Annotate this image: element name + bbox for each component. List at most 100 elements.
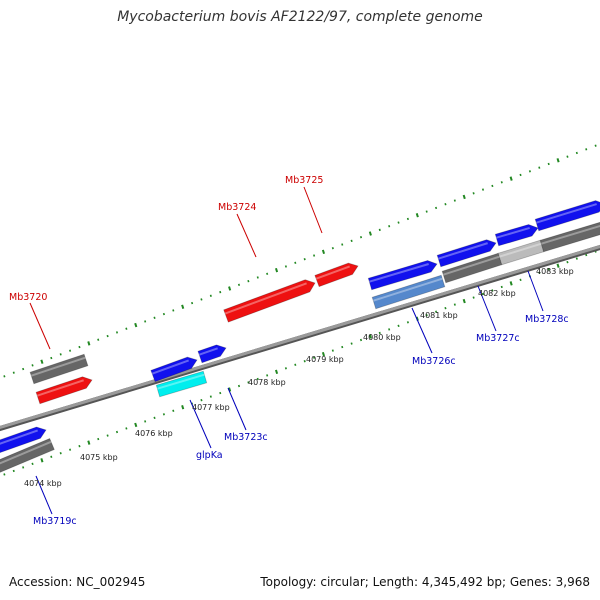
scale-tick [350, 342, 353, 345]
scale-tick [59, 353, 62, 356]
gene-bar-mb3725 [314, 262, 359, 288]
scale-tick [491, 184, 494, 188]
scale-tick [12, 371, 15, 374]
scale-tick [368, 334, 372, 339]
scale-tick [181, 405, 185, 410]
scale-tick [134, 422, 138, 428]
gene-label: Mb3727c [476, 333, 520, 344]
scale-tick [538, 271, 541, 274]
scale-tick [462, 194, 466, 200]
scale-tick [509, 281, 513, 286]
scale-tick [378, 228, 381, 232]
accession-text: Accession: NC_002945 [9, 575, 146, 589]
scale-tick [228, 286, 232, 291]
gene-bar-mb3727c-shine [437, 242, 488, 260]
gene-label: Mb3726c [412, 356, 456, 367]
scale-tick [547, 162, 550, 166]
cds-track-mb3720 [29, 353, 89, 385]
scale-tick [31, 364, 34, 367]
scale-tick [69, 349, 72, 352]
gene-label: glpKa [196, 450, 223, 461]
scale-tick [219, 391, 222, 395]
scale-tick [313, 356, 316, 359]
gene-bar-mb3725-shine [315, 265, 351, 280]
cds-track-left-shine [0, 440, 52, 465]
scale-tick [585, 253, 588, 257]
scale-tick [406, 321, 409, 324]
label-leader-lines [29, 186, 544, 515]
gene-label: Mb3723c [224, 432, 268, 443]
gene-bar-mb3720-shine [36, 379, 84, 397]
inner-dotted-track [3, 250, 597, 476]
scale-tick [388, 328, 391, 331]
scale-tick [78, 444, 81, 448]
scale-tick [500, 181, 503, 184]
scale-tick [181, 304, 185, 309]
gene-bar-mb3727c-b [494, 224, 539, 247]
scale-tick-label: 4080 kbp [363, 333, 401, 342]
scale-tick [566, 260, 569, 264]
cds-track-mb3720-shine [30, 356, 86, 377]
backbone-line [0, 244, 600, 430]
gene-bar-mb3724 [223, 279, 316, 323]
scale-tick [125, 427, 128, 430]
gene-label: Mb3725 [285, 175, 323, 186]
scale-tick-label: 4076 kbp [135, 429, 173, 438]
scale-tick [397, 221, 400, 224]
scale-tick [566, 155, 569, 158]
scale-tick [556, 263, 560, 268]
gene-bar-mb3719c [0, 426, 47, 454]
scale-tick [162, 413, 165, 416]
scale-tick [388, 225, 391, 228]
scale-tick [256, 276, 259, 279]
gene-bar-mb3724-shine [224, 282, 307, 315]
gene-bar-glpka [155, 370, 208, 398]
scale-tick [453, 199, 456, 202]
scale-tick [341, 243, 344, 246]
scale-tick [162, 312, 165, 316]
cds-track-left [0, 437, 55, 473]
gene-label: Mb3728c [525, 314, 569, 325]
scale-tick [247, 279, 250, 283]
gene-bar-mb3723c-shine [198, 347, 218, 356]
scale-tick [556, 158, 560, 163]
scale-tick [200, 298, 203, 301]
feature-bar-mb3726c-shine [372, 277, 443, 302]
scale-tick [87, 440, 91, 445]
scale-tick [237, 283, 241, 286]
scale-tick [134, 322, 138, 328]
pseudo-track-mb3727c [497, 239, 545, 266]
scale-tick [191, 301, 194, 305]
scale-tick [172, 309, 175, 312]
scale-tick-label: 4077 kbp [192, 403, 230, 412]
scale-tick [284, 367, 287, 370]
scale-tick [331, 349, 334, 352]
scale-tick [284, 265, 287, 268]
scale-tick [368, 231, 372, 236]
pseudo-track-mb3727c-shine [498, 242, 542, 258]
scale-tick [50, 356, 53, 360]
labels: 4074 kbp 4075 kbp 4076 kbp 4077 kbp 4078 kbp… [9, 175, 574, 527]
leader-line [236, 213, 257, 258]
outer-dotted-track [3, 144, 597, 378]
scale-tick [594, 144, 597, 147]
scale-tick [266, 272, 269, 276]
feature-track [0, 200, 600, 473]
scale-tick [378, 331, 381, 335]
scale-tick [425, 314, 428, 317]
scale-tick [228, 387, 232, 392]
scale-tick [472, 296, 475, 299]
gene-bar-mb3727c-b-shine [496, 226, 530, 239]
scale-tick [491, 289, 494, 292]
leader-line [35, 475, 53, 515]
scale-tick [247, 381, 250, 384]
scale-tick [303, 360, 306, 363]
scale-tick [444, 306, 447, 310]
leader-line [189, 399, 212, 449]
map-title: Mycobacterium bovis AF2122/97, complete … [117, 9, 483, 25]
scale-tick [266, 374, 269, 377]
gene-bar-mb3726c-shine [369, 263, 429, 283]
scale-tick [462, 298, 466, 304]
cds-track-mb3727c-shine [442, 255, 500, 276]
